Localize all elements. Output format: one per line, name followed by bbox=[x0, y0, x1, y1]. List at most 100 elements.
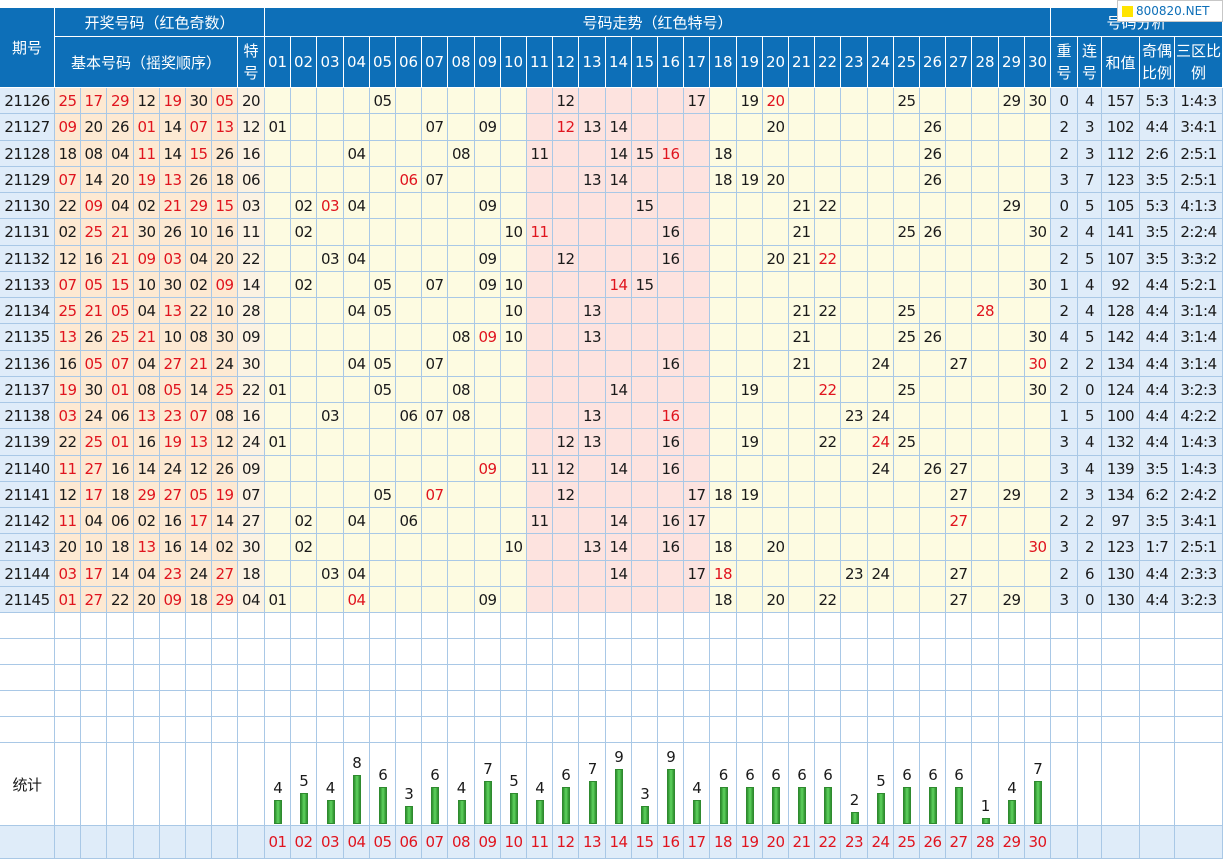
trend-hit: 20 bbox=[763, 114, 789, 141]
trend-hit: 06 bbox=[396, 508, 422, 534]
trend-hit: 29 bbox=[999, 482, 1025, 508]
footer-number: 12 bbox=[553, 826, 579, 859]
draw-number: 25 bbox=[212, 377, 238, 403]
trend-hit: 22 bbox=[815, 377, 841, 403]
trend-empty bbox=[841, 114, 868, 141]
trend-empty bbox=[422, 377, 448, 403]
frequency-label: 3 bbox=[640, 785, 650, 803]
trend-empty bbox=[737, 219, 763, 246]
site-logo[interactable]: 800820.NET bbox=[1117, 0, 1223, 22]
trend-empty bbox=[632, 351, 658, 377]
empty-cell bbox=[396, 691, 422, 717]
draw-number: 05 bbox=[81, 351, 107, 377]
empty-cell bbox=[422, 639, 448, 665]
analysis-zone: 3:3:2 bbox=[1175, 246, 1223, 272]
header-number-col: 23 bbox=[841, 37, 868, 88]
trend-empty bbox=[841, 324, 868, 351]
empty-cell bbox=[999, 639, 1025, 665]
empty-cell bbox=[763, 691, 789, 717]
trend-hit: 03 bbox=[317, 193, 344, 219]
empty-cell bbox=[396, 665, 422, 691]
empty-cell bbox=[107, 639, 134, 665]
analysis-zone: 1:4:3 bbox=[1175, 88, 1223, 114]
trend-empty bbox=[920, 88, 946, 114]
trend-empty bbox=[632, 508, 658, 534]
footer-number: 17 bbox=[684, 826, 710, 859]
frequency-label: 6 bbox=[902, 766, 912, 784]
trend-empty bbox=[841, 534, 868, 561]
trend-empty bbox=[370, 587, 396, 613]
empty-cell bbox=[1078, 613, 1102, 639]
trend-empty bbox=[815, 482, 841, 508]
trend-empty bbox=[291, 456, 317, 482]
empty-cell bbox=[55, 665, 81, 691]
trend-empty bbox=[868, 246, 894, 272]
trend-hit: 10 bbox=[501, 324, 527, 351]
trend-hit: 27 bbox=[946, 456, 972, 482]
trend-empty bbox=[894, 587, 920, 613]
trend-empty bbox=[553, 193, 579, 219]
draw-number: 16 bbox=[55, 351, 81, 377]
empty-cell bbox=[396, 613, 422, 639]
trend-empty bbox=[710, 377, 737, 403]
trend-empty bbox=[684, 219, 710, 246]
empty-cell bbox=[344, 665, 370, 691]
trend-empty bbox=[972, 587, 999, 613]
trend-empty bbox=[789, 561, 815, 587]
trend-hit: 23 bbox=[841, 403, 868, 429]
trend-empty bbox=[763, 272, 789, 298]
draw-number: 19 bbox=[160, 429, 186, 456]
empty-cell bbox=[317, 613, 344, 639]
trend-hit: 12 bbox=[553, 114, 579, 141]
trend-hit: 29 bbox=[999, 587, 1025, 613]
trend-empty bbox=[841, 193, 868, 219]
stats-empty bbox=[186, 743, 212, 826]
trend-empty bbox=[475, 219, 501, 246]
trend-empty bbox=[422, 456, 448, 482]
trend-empty bbox=[291, 429, 317, 456]
frequency-bar bbox=[955, 787, 963, 824]
trend-empty bbox=[265, 141, 291, 167]
trend-empty bbox=[868, 324, 894, 351]
period-cell: 21140 bbox=[0, 456, 55, 482]
analysis-consec: 4 bbox=[1078, 429, 1102, 456]
draw-number: 13 bbox=[186, 429, 212, 456]
trend-empty bbox=[527, 351, 553, 377]
footer-number: 15 bbox=[632, 826, 658, 859]
trend-empty bbox=[894, 403, 920, 429]
analysis-repeat: 3 bbox=[1051, 167, 1078, 193]
analysis-consec: 2 bbox=[1078, 508, 1102, 534]
frequency-label: 6 bbox=[928, 766, 938, 784]
trend-hit: 18 bbox=[710, 141, 737, 167]
draw-number: 08 bbox=[81, 141, 107, 167]
trend-empty bbox=[317, 141, 344, 167]
trend-hit: 08 bbox=[448, 403, 475, 429]
empty-cell bbox=[527, 665, 553, 691]
trend-hit: 13 bbox=[579, 403, 606, 429]
trend-empty bbox=[317, 429, 344, 456]
special-number: 20 bbox=[238, 88, 265, 114]
frequency-label: 6 bbox=[745, 766, 755, 784]
draw-number: 05 bbox=[160, 377, 186, 403]
empty-cell bbox=[160, 639, 186, 665]
period-cell: 21144 bbox=[0, 561, 55, 587]
period-cell: 21138 bbox=[0, 403, 55, 429]
trend-hit: 25 bbox=[894, 298, 920, 324]
analysis-consec: 4 bbox=[1078, 272, 1102, 298]
trend-empty bbox=[972, 272, 999, 298]
trend-empty bbox=[422, 324, 448, 351]
header-special: 特号 bbox=[238, 37, 265, 88]
empty-cell bbox=[265, 717, 291, 743]
trend-empty bbox=[737, 193, 763, 219]
trend-empty bbox=[370, 141, 396, 167]
trend-empty bbox=[972, 561, 999, 587]
empty-cell bbox=[737, 613, 763, 639]
trend-empty bbox=[501, 429, 527, 456]
empty-cell bbox=[946, 717, 972, 743]
empty-cell bbox=[763, 639, 789, 665]
trend-hit: 14 bbox=[606, 456, 632, 482]
draw-number: 21 bbox=[107, 246, 134, 272]
trend-empty bbox=[815, 141, 841, 167]
empty-cell bbox=[1078, 717, 1102, 743]
header-repeat: 重号 bbox=[1051, 37, 1078, 88]
